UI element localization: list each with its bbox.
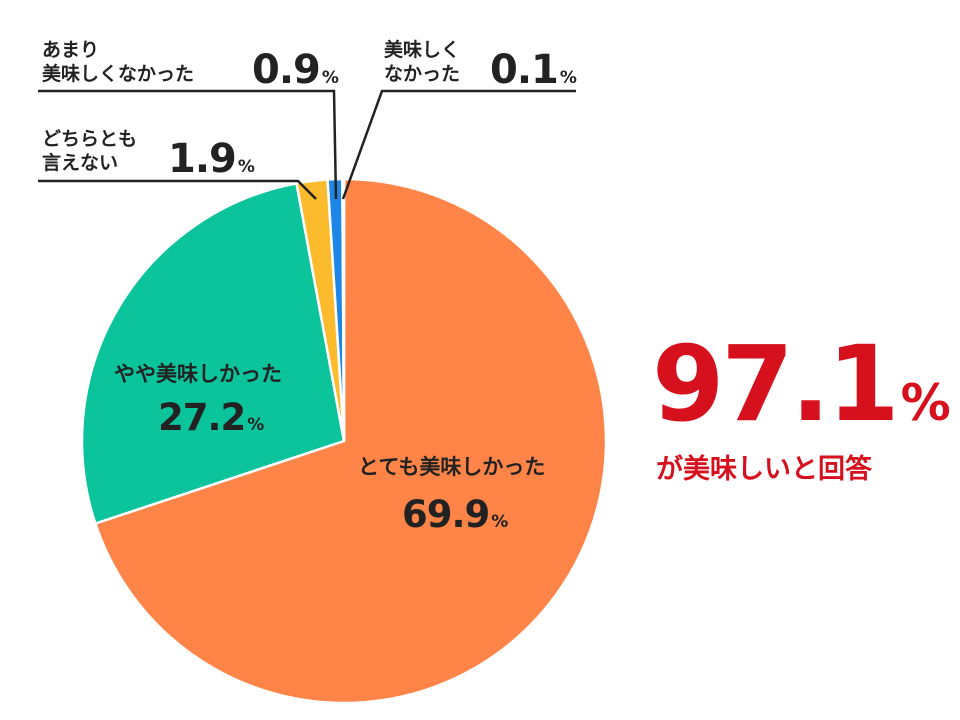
highlight-number: 97.1	[652, 323, 900, 445]
slice-label-not-tasty: 美味しく なかった	[384, 38, 460, 86]
slice-name-line-2: 美味しくなかった	[42, 63, 195, 85]
pie-slice-not-tasty	[341, 177, 346, 443]
slice-value-very-tasty: 69.9%	[402, 496, 508, 533]
slice-label-very-tasty: とても美味しかった	[358, 457, 545, 478]
slice-label-somewhat-tasty: やや美味しかった	[114, 364, 282, 385]
slice-name: やや美味しかった	[114, 362, 282, 386]
highlight-unit: %	[900, 374, 951, 432]
highlight-value: 97.1%	[652, 332, 951, 436]
slice-unit: %	[237, 157, 255, 177]
slice-label-neither: どちらとも 言えない	[42, 127, 137, 175]
slice-value: 1.9	[168, 136, 237, 182]
leader-line-neither	[38, 179, 317, 200]
pie-slice-somewhat-tasty	[80, 182, 346, 525]
slice-value: 0.1	[490, 47, 559, 93]
slice-value: 27.2	[158, 396, 246, 439]
slice-value-somewhat-tasty: 27.2%	[158, 399, 264, 436]
pie-slice-very-tasty	[94, 177, 608, 705]
slice-name: とても美味しかった	[358, 455, 546, 479]
slice-value: 0.9	[252, 47, 321, 93]
slice-name-line-1: あまり	[42, 39, 100, 61]
slice-name-line-1: 美味しく	[384, 39, 461, 61]
slice-unit: %	[491, 512, 509, 532]
slice-value-not-tasty: 0.1%	[490, 50, 577, 90]
leader-line-not-tasty	[341, 89, 576, 200]
slice-unit: %	[559, 68, 577, 88]
slice-value-not-very-tasty: 0.9%	[252, 50, 339, 90]
slice-label-not-very-tasty: あまり 美味しくなかった	[42, 38, 194, 86]
leader-line-not-very-tasty	[38, 89, 338, 200]
slice-name-line-2: 言えない	[42, 152, 119, 174]
slice-value-neither: 1.9%	[168, 139, 255, 179]
slice-unit: %	[247, 415, 265, 435]
slice-name-line-1: どちらとも	[42, 128, 138, 150]
slice-unit: %	[321, 68, 339, 88]
slice-name-line-2: なかった	[384, 63, 461, 85]
highlight-caption: が美味しいと回答	[656, 454, 872, 485]
slice-value: 69.9	[402, 493, 490, 536]
